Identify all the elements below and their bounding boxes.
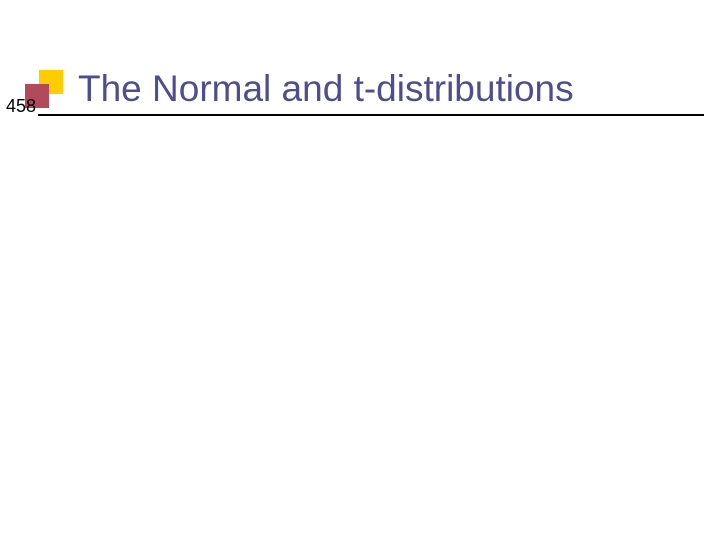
slide-title: The Normal and t-distributions — [78, 68, 574, 110]
page-number: 458 — [6, 96, 36, 117]
slide: 458 The Normal and t-distributions — [0, 0, 720, 540]
title-underline — [38, 114, 704, 116]
